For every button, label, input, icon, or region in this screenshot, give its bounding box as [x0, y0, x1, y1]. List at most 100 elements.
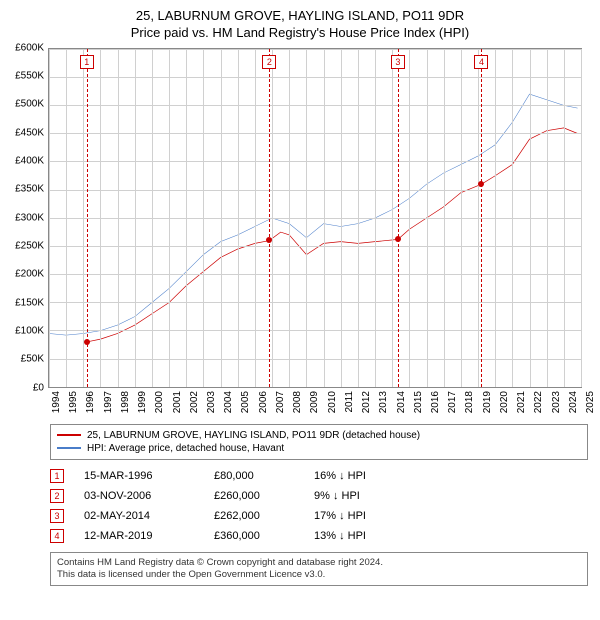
event-line: [398, 49, 399, 387]
x-tick-label: 2009: [309, 391, 320, 413]
gridline-v: [461, 49, 462, 387]
x-tick-label: 2014: [396, 391, 407, 413]
y-tick-label: £300K: [15, 212, 44, 223]
x-tick-label: 2022: [533, 391, 544, 413]
gridline-v: [289, 49, 290, 387]
y-tick-label: £50K: [21, 354, 44, 365]
x-tick-label: 2005: [240, 391, 251, 413]
event-number: 1: [50, 469, 64, 483]
y-tick-label: £400K: [15, 156, 44, 167]
gridline-v: [306, 49, 307, 387]
gridline-v: [100, 49, 101, 387]
gridline-v: [478, 49, 479, 387]
gridline-v: [135, 49, 136, 387]
gridline-h: [49, 49, 581, 50]
gridline-v: [530, 49, 531, 387]
legend-item: 25, LABURNUM GROVE, HAYLING ISLAND, PO11…: [57, 429, 581, 442]
y-tick-label: £350K: [15, 184, 44, 195]
event-date: 03-NOV-2006: [84, 490, 214, 502]
gridline-v: [581, 49, 582, 387]
event-delta: 9% ↓ HPI: [314, 490, 414, 502]
y-tick-label: £150K: [15, 297, 44, 308]
x-tick-label: 1999: [137, 391, 148, 413]
event-line: [481, 49, 482, 387]
x-tick-label: 2007: [275, 391, 286, 413]
y-tick-label: £0: [33, 382, 44, 393]
x-tick-label: 2025: [585, 391, 596, 413]
gridline-v: [272, 49, 273, 387]
title-line1: 25, LABURNUM GROVE, HAYLING ISLAND, PO11…: [10, 8, 590, 25]
x-tick-label: 2003: [206, 391, 217, 413]
event-row: 302-MAY-2014£262,00017% ↓ HPI: [50, 506, 588, 526]
gridline-v: [409, 49, 410, 387]
event-delta: 17% ↓ HPI: [314, 510, 414, 522]
event-delta: 13% ↓ HPI: [314, 530, 414, 542]
gridline-v: [83, 49, 84, 387]
event-price: £260,000: [214, 490, 314, 502]
gridline-v: [118, 49, 119, 387]
gridline-v: [255, 49, 256, 387]
gridline-v: [358, 49, 359, 387]
x-tick-label: 2000: [154, 391, 165, 413]
gridline-v: [547, 49, 548, 387]
event-line: [269, 49, 270, 387]
event-label-box: 3: [391, 55, 405, 69]
gridline-v: [444, 49, 445, 387]
event-label-box: 4: [474, 55, 488, 69]
gridline-v: [495, 49, 496, 387]
x-tick-label: 2001: [172, 391, 183, 413]
event-line: [87, 49, 88, 387]
legend-item: HPI: Average price, detached house, Hava…: [57, 442, 581, 455]
gridline-v: [427, 49, 428, 387]
event-price: £80,000: [214, 470, 314, 482]
x-tick-label: 2024: [568, 391, 579, 413]
gridline-h: [49, 77, 581, 78]
event-date: 15-MAR-1996: [84, 470, 214, 482]
x-tick-label: 1994: [51, 391, 62, 413]
x-tick-label: 2018: [464, 391, 475, 413]
footer-attribution: Contains HM Land Registry data © Crown c…: [50, 552, 588, 587]
gridline-v: [375, 49, 376, 387]
y-axis: £0£50K£100K£150K£200K£250K£300K£350K£400…: [10, 48, 48, 388]
gridline-h: [49, 330, 581, 331]
x-axis: 1994199519961997199819992000200120022003…: [48, 388, 582, 418]
x-tick-label: 2011: [344, 391, 355, 413]
gridline-v: [169, 49, 170, 387]
x-tick-label: 2017: [447, 391, 458, 413]
gridline-v: [49, 49, 50, 387]
gridline-v: [324, 49, 325, 387]
event-marker: [266, 237, 272, 243]
gridline-v: [66, 49, 67, 387]
y-tick-label: £550K: [15, 71, 44, 82]
gridline-h: [49, 246, 581, 247]
legend: 25, LABURNUM GROVE, HAYLING ISLAND, PO11…: [50, 424, 588, 460]
footer-line1: Contains HM Land Registry data © Crown c…: [57, 557, 581, 569]
gridline-v: [221, 49, 222, 387]
x-tick-label: 2004: [223, 391, 234, 413]
event-number: 2: [50, 489, 64, 503]
x-tick-label: 2013: [378, 391, 389, 413]
x-tick-label: 2019: [482, 391, 493, 413]
legend-swatch: [57, 447, 81, 449]
event-label-box: 2: [262, 55, 276, 69]
title-line2: Price paid vs. HM Land Registry's House …: [10, 25, 590, 42]
event-label-box: 1: [80, 55, 94, 69]
event-row: 412-MAR-2019£360,00013% ↓ HPI: [50, 526, 588, 546]
y-tick-label: £200K: [15, 269, 44, 280]
x-tick-label: 1998: [120, 391, 131, 413]
y-tick-label: £500K: [15, 99, 44, 110]
events-table: 115-MAR-1996£80,00016% ↓ HPI203-NOV-2006…: [50, 466, 588, 546]
event-price: £360,000: [214, 530, 314, 542]
gridline-h: [49, 218, 581, 219]
gridline-h: [49, 274, 581, 275]
plot-region: 1 2 3 4: [48, 48, 582, 388]
x-tick-label: 2012: [361, 391, 372, 413]
gridline-h: [49, 190, 581, 191]
event-marker: [478, 181, 484, 187]
event-row: 2 03-NOV-2006£260,0009% ↓ HPI: [50, 486, 588, 506]
gridline-h: [49, 133, 581, 134]
x-tick-label: 2021: [516, 391, 527, 413]
gridline-v: [203, 49, 204, 387]
x-tick-label: 2016: [430, 391, 441, 413]
event-date: 12-MAR-2019: [84, 530, 214, 542]
